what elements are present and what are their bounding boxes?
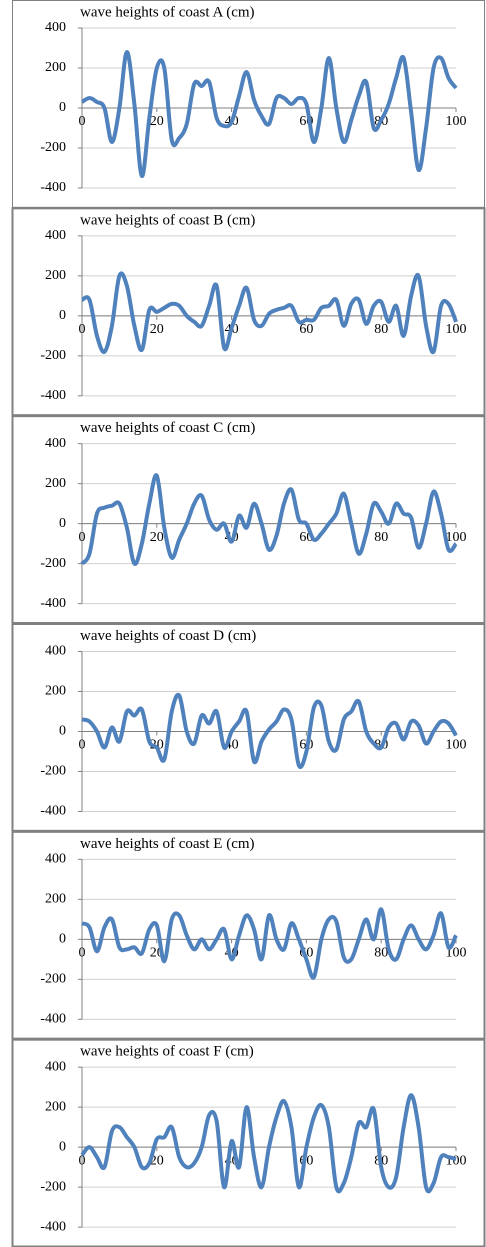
chart-title: wave heights of coast B (cm) (80, 212, 255, 228)
y-tick-label: 0 (59, 724, 66, 739)
y-tick-label: 400 (45, 228, 66, 243)
chart-title: wave heights of coast A (cm) (80, 4, 255, 20)
x-tick-label: 20 (150, 114, 164, 129)
y-tick-label: -200 (40, 972, 66, 987)
x-tick-label: 80 (374, 530, 388, 545)
chart-title: wave heights of coast D (cm) (80, 628, 256, 644)
y-tick-label: 200 (45, 684, 66, 699)
y-tick-label: -200 (40, 348, 66, 363)
x-tick-label: 0 (79, 530, 86, 545)
y-tick-label: -400 (40, 388, 66, 403)
y-tick-label: -400 (40, 1012, 66, 1027)
wave-line (81, 692, 458, 769)
x-tick-label: 80 (374, 946, 388, 961)
y-tick-label: -200 (40, 140, 66, 155)
y-tick-label: 400 (45, 20, 66, 35)
panel-border (11, 830, 486, 1040)
x-tick-label: 20 (150, 322, 164, 337)
y-tick-label: 200 (45, 60, 66, 75)
chart-title: wave heights of coast E (cm) (80, 836, 255, 852)
y-tick-label: 200 (45, 476, 66, 491)
panel-border (11, 207, 486, 417)
x-tick-label: 0 (79, 322, 86, 337)
y-tick-label: -400 (40, 180, 66, 195)
x-tick-label: 100 (446, 738, 467, 753)
chart-title: wave heights of coast C (cm) (80, 420, 255, 436)
x-tick-label: 20 (150, 530, 164, 545)
wave-line (80, 49, 458, 179)
x-tick-label: 100 (446, 530, 467, 545)
y-tick-label: -400 (40, 1219, 66, 1234)
y-tick-label: -400 (40, 804, 66, 819)
y-tick-label: -200 (40, 556, 66, 571)
wave-line (80, 473, 458, 566)
x-tick-label: 0 (79, 738, 86, 753)
y-tick-label: 400 (45, 1059, 66, 1074)
panel-border (11, 1038, 486, 1247)
chart-title: wave heights of coast F (cm) (80, 1044, 254, 1060)
x-tick-label: 0 (79, 1153, 86, 1168)
y-tick-label: -200 (40, 764, 66, 779)
x-tick-label: 100 (446, 114, 467, 129)
x-tick-label: 80 (374, 322, 388, 337)
x-tick-label: 0 (79, 114, 86, 129)
y-tick-label: 0 (59, 100, 66, 115)
y-tick-label: 200 (45, 1099, 66, 1114)
x-tick-label: 100 (446, 322, 467, 337)
y-tick-label: 400 (45, 644, 66, 659)
y-tick-label: 200 (45, 892, 66, 907)
x-tick-label: 60 (299, 322, 313, 337)
y-tick-label: 0 (59, 308, 66, 323)
y-tick-label: 0 (59, 932, 66, 947)
wave-line (81, 271, 458, 355)
y-tick-label: -200 (40, 1179, 66, 1194)
x-tick-label: 0 (79, 946, 86, 961)
y-tick-label: 400 (45, 852, 66, 867)
panel-border (12, 0, 485, 208)
wave-line (80, 1093, 457, 1194)
y-tick-label: 0 (59, 516, 66, 531)
y-tick-label: 200 (45, 268, 66, 283)
wave-line (81, 907, 458, 980)
y-tick-label: 0 (59, 1139, 66, 1154)
y-tick-label: 400 (45, 436, 66, 451)
y-tick-label: -400 (40, 596, 66, 611)
